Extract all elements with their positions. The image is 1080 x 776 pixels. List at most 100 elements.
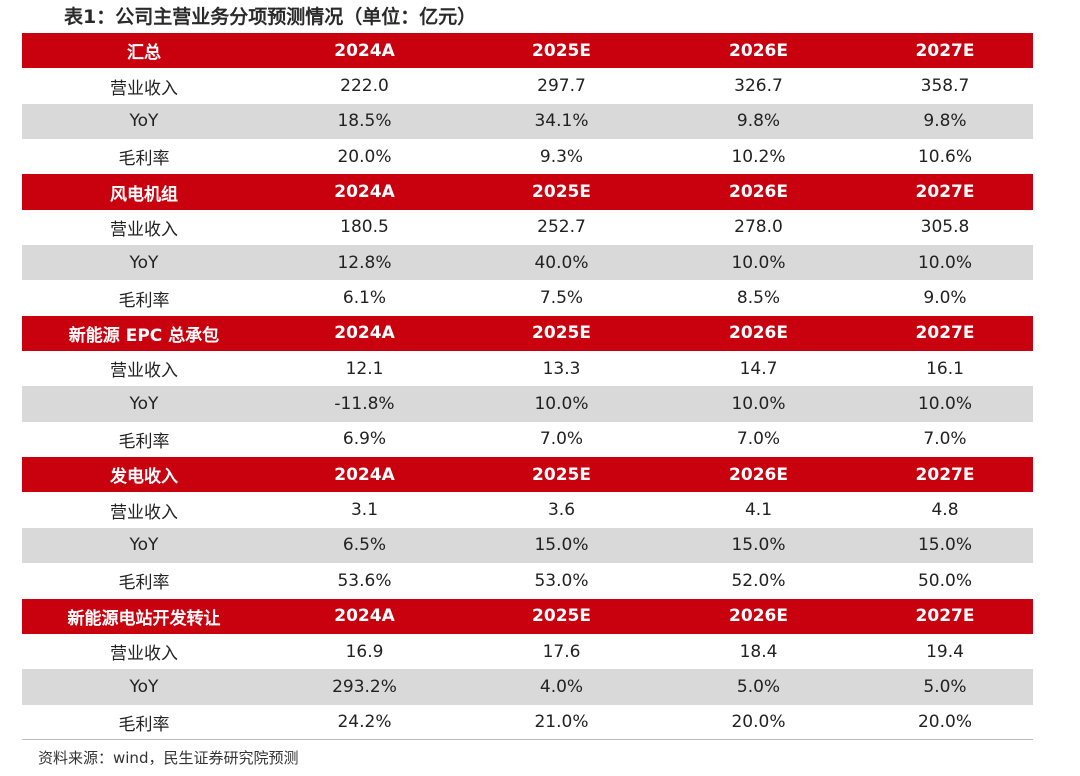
table-row: 营业收入 16.9 17.6 18.4 19.4 xyxy=(22,633,1033,670)
source-note: 资料来源：wind，民生证券研究院预测 xyxy=(38,749,299,767)
table-row: YoY 12.8% 40.0% 10.0% 10.0% xyxy=(22,245,1033,281)
section-name: 风电机组 xyxy=(110,184,178,205)
table-row: 营业收入 12.1 13.3 14.7 16.1 xyxy=(22,351,1033,387)
year-label: 2027E xyxy=(915,182,975,203)
metric-label: 毛利率 xyxy=(118,714,170,735)
section-header-row: 汇总 2024A 2025E 2026E 2027E xyxy=(22,33,1033,69)
section-name: 汇总 xyxy=(127,43,161,64)
year-label: 2026E xyxy=(729,182,788,203)
year-label: 2024A xyxy=(334,323,395,344)
section-header-row: 新能源电站开发转让 2024A 2025E 2026E 2027E xyxy=(22,598,1033,634)
table-cell: 278.0 xyxy=(734,217,783,238)
year-label: 2024A xyxy=(334,182,395,203)
metric-label: 营业收入 xyxy=(110,361,178,382)
table-cell: 9.3% xyxy=(539,146,584,167)
metric-label: 毛利率 xyxy=(118,149,170,170)
table-row: 营业收入 180.5 252.7 278.0 305.8 xyxy=(22,209,1033,246)
table-row: YoY 293.2% 4.0% 5.0% 5.0% xyxy=(22,669,1033,705)
table-cell: 10.0% xyxy=(917,394,972,415)
table-cell: 252.7 xyxy=(537,217,586,238)
table-cell: 20.0% xyxy=(337,146,392,167)
table-cell: 13.3 xyxy=(542,358,581,379)
metric-label: YoY xyxy=(129,676,159,697)
table-cell: 5.0% xyxy=(736,676,781,697)
table-cell: 16.9 xyxy=(345,641,384,662)
section-name: 发电收入 xyxy=(110,467,178,488)
table-cell: 15.0% xyxy=(731,535,786,556)
metric-label: 毛利率 xyxy=(118,290,170,311)
table-cell: 17.6 xyxy=(542,641,581,662)
table-cell: 10.2% xyxy=(731,146,786,167)
year-label: 2026E xyxy=(729,464,788,485)
table-row: 毛利率 53.6% 53.0% 52.0% 50.0% xyxy=(22,563,1033,599)
metric-label: 营业收入 xyxy=(110,644,178,665)
table-cell: 7.0% xyxy=(539,429,584,450)
table-row: 毛利率 24.2% 21.0% 20.0% 20.0% xyxy=(22,704,1033,740)
table-cell: 293.2% xyxy=(332,676,397,697)
table-cell: 222.0 xyxy=(340,76,389,97)
metric-label: 营业收入 xyxy=(110,78,178,99)
table-row: 毛利率 6.1% 7.5% 8.5% 9.0% xyxy=(22,280,1033,316)
metric-label: 毛利率 xyxy=(118,573,170,594)
table-cell: 9.8% xyxy=(736,111,781,132)
table-cell: 18.4 xyxy=(739,641,778,662)
metric-label: 营业收入 xyxy=(110,219,178,240)
table-cell: 9.0% xyxy=(923,288,967,309)
table-cell: 40.0% xyxy=(534,252,589,273)
metric-label: 毛利率 xyxy=(118,431,170,452)
table-cell: 6.9% xyxy=(342,429,387,450)
table-cell: 4.0% xyxy=(539,676,584,697)
table-cell: 53.0% xyxy=(534,570,589,591)
table-cell: 34.1% xyxy=(534,111,589,132)
section-header-row: 风电机组 2024A 2025E 2026E 2027E xyxy=(22,174,1033,210)
year-label: 2025E xyxy=(532,323,591,344)
table-cell: 14.7 xyxy=(739,358,778,379)
year-label: 2026E xyxy=(729,40,788,61)
table-row: 营业收入 222.0 297.7 326.7 358.7 xyxy=(22,68,1033,104)
table-cell: 358.7 xyxy=(920,76,970,97)
table-cell: 326.7 xyxy=(734,76,783,97)
table-cell: 10.0% xyxy=(917,252,972,273)
table-cell: 21.0% xyxy=(534,712,589,733)
section-header-row: 发电收入 2024A 2025E 2026E 2027E xyxy=(22,457,1033,493)
section-name: 新能源电站开发转让 xyxy=(67,608,221,629)
metric-label: YoY xyxy=(129,535,159,556)
table-cell: -11.8% xyxy=(334,394,395,415)
year-label: 2025E xyxy=(532,464,591,485)
section-header-row: 新能源 EPC 总承包 2024A 2025E 2026E 2027E xyxy=(22,315,1033,352)
table-cell: 15.0% xyxy=(534,535,589,556)
year-label: 2026E xyxy=(729,323,788,344)
table-cell: 19.4 xyxy=(926,641,964,662)
table-cell: 7.0% xyxy=(736,429,781,450)
table-cell: 10.0% xyxy=(534,394,589,415)
forecast-table: 汇总 2024A 2025E 2026E 2027E 营业收入 222.0 297.7 326.… xyxy=(22,33,1033,740)
table-cell: 50.0% xyxy=(917,570,972,591)
year-label: 2024A xyxy=(334,40,395,61)
table-cell: 12.8% xyxy=(337,252,392,273)
table-row: 毛利率 6.9% 7.0% 7.0% 7.0% xyxy=(22,421,1033,458)
table-cell: 4.1 xyxy=(744,500,773,521)
table-cell: 305.8 xyxy=(920,217,970,238)
year-label: 2024A xyxy=(334,606,395,627)
year-label: 2027E xyxy=(915,323,975,344)
table-cell: 8.5% xyxy=(736,288,781,309)
table-cell: 15.0% xyxy=(917,535,972,556)
metric-label: YoY xyxy=(129,252,159,273)
table-row: 毛利率 20.0% 9.3% 10.2% 10.6% xyxy=(22,139,1033,175)
section-name: 新能源 EPC 总承包 xyxy=(68,325,220,346)
year-label: 2024A xyxy=(334,464,395,485)
table-cell: 4.8 xyxy=(931,500,959,521)
table-row: YoY 6.5% 15.0% 15.0% 15.0% xyxy=(22,527,1033,564)
table-cell: 180.5 xyxy=(340,217,389,238)
metric-label: 营业收入 xyxy=(110,502,178,523)
table-cell: 18.5% xyxy=(337,111,392,132)
table-cell: 5.0% xyxy=(923,676,967,697)
year-label: 2027E xyxy=(915,464,975,485)
metric-label: YoY xyxy=(129,394,159,415)
table-cell: 20.0% xyxy=(731,712,786,733)
table-cell: 24.2% xyxy=(337,712,392,733)
table-cell: 10.0% xyxy=(731,394,786,415)
table-row: YoY 18.5% 34.1% 9.8% 9.8% xyxy=(22,103,1033,140)
year-label: 2025E xyxy=(532,606,591,627)
table-cell: 16.1 xyxy=(926,358,964,379)
